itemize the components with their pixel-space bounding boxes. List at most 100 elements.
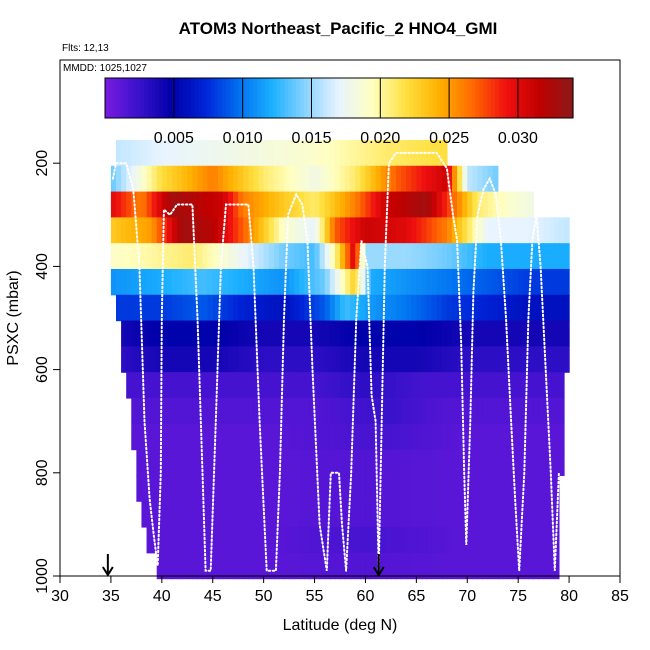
heatmap-cell [487,320,494,347]
colorbar-segment [506,78,512,118]
heatmap-cell [182,372,188,399]
heatmap-cell [121,294,127,322]
heatmap-cell [360,268,367,296]
heatmap-cell [472,475,479,502]
heatmap-cell [528,191,535,218]
heatmap-cell [523,268,529,296]
heatmap-cell [350,475,356,502]
x-tick-label: 75 [509,588,527,605]
heatmap-cell [543,268,550,296]
heatmap-cell [197,320,204,347]
heatmap-cell [182,217,188,244]
colorbar-segment [381,78,387,118]
colorbar-segment [264,78,270,118]
heatmap-cell [304,346,311,373]
heatmap-cell [207,397,214,425]
heatmap-cell [345,165,351,193]
heatmap-cell [375,372,382,399]
heatmap-cell [182,243,188,270]
heatmap-cell [375,320,382,347]
heatmap-cell [289,294,295,322]
heatmap-cell [299,475,305,502]
heatmap-cell [248,449,255,476]
heatmap-cell [492,191,499,218]
heatmap-cell [431,475,438,502]
heatmap-cell [553,423,560,451]
heatmap-cell [340,243,346,270]
heatmap-cell [131,139,137,167]
heatmap-cell [401,372,407,399]
heatmap-cell [538,423,545,451]
heatmap-cell [340,475,346,502]
heatmap-cell [502,268,509,296]
heatmap-cell [558,294,565,322]
heatmap-cell [263,449,270,476]
heatmap-cell [401,552,407,580]
heatmap-cell [472,372,479,399]
heatmap-cell [421,372,428,399]
heatmap-cell [314,397,321,425]
heatmap-cell [263,320,270,347]
heatmap-cell [294,268,300,296]
heatmap-cell [217,552,224,580]
heatmap-cell [558,243,565,270]
heatmap-cell [258,243,265,270]
heatmap-cell [472,191,479,218]
heatmap-cell [528,449,535,476]
heatmap-cell [543,501,550,528]
heatmap-cell [187,372,193,399]
heatmap-cell [548,268,555,296]
heatmap-cell [253,294,260,322]
heatmap-cell [146,268,153,296]
colorbar-segment [296,78,301,118]
heatmap-cell [416,526,423,554]
heatmap-cell [513,243,519,270]
heatmap-cell [248,526,255,554]
heatmap-cell [452,320,458,347]
heatmap-cell [411,191,417,218]
heatmap-cell [441,191,448,218]
heatmap-cell [289,320,295,347]
heatmap-cell [431,346,438,373]
heatmap-cell [146,423,153,451]
heatmap-cell [508,526,514,554]
heatmap-cell [299,423,305,451]
heatmap-cell [436,372,443,399]
heatmap-cell [431,449,438,476]
heatmap-cell [380,139,387,167]
heatmap-cell [380,552,387,580]
heatmap-cell [487,526,494,554]
heatmap-cell [207,552,214,580]
heatmap-cell [533,372,540,399]
colorbar-segment [179,78,184,118]
heatmap-cell [248,191,255,218]
heatmap-cell [161,526,168,554]
heatmap-cell [482,501,489,528]
heatmap-cell [334,526,341,554]
heatmap-cell [187,397,193,425]
heatmap-cell [314,217,321,244]
heatmap-cell [518,475,524,502]
heatmap-cell [350,526,356,554]
heatmap-cell [273,423,280,451]
heatmap-cell [319,501,326,528]
heatmap-cell [207,475,214,502]
colorbar-segment [116,78,122,118]
heatmap-cell [533,475,540,502]
heatmap-cell [350,191,356,218]
heatmap-cell [319,449,326,476]
heatmap-cell [126,268,132,296]
heatmap-cell [538,475,545,502]
colorbar-segment [276,78,282,118]
heatmap-cell [406,191,412,218]
heatmap-cell [334,139,341,167]
heatmap-cell [365,372,372,399]
heatmap-cell [121,191,127,218]
heatmap-cell [217,217,224,244]
heatmap-cell [248,165,255,193]
heatmap-cell [319,191,326,218]
heatmap-cell [278,191,285,218]
heatmap-cell [390,294,397,322]
heatmap-cell [360,217,367,244]
colorbar-tick-label: 0.010 [223,130,263,147]
